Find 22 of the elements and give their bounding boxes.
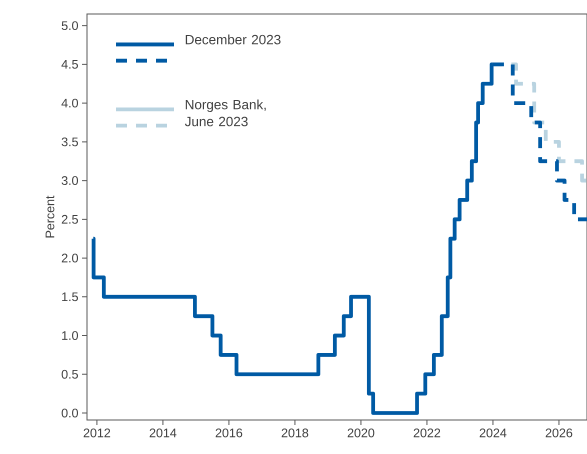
legend-label: December 2023 <box>186 34 281 44</box>
y-tick-label: 3.5 <box>62 137 78 146</box>
legend-label: Norges Bank, June 2023 <box>184 99 266 126</box>
y-tick-label: 0.0 <box>62 408 78 418</box>
y-tick-label: 2.0 <box>62 254 78 262</box>
x-tick-label: 2012 <box>84 428 110 438</box>
y-tick-label: 0.5 <box>62 370 78 379</box>
x-tick-label: 2024 <box>480 428 506 438</box>
y-tick-label: 4.0 <box>61 98 78 108</box>
y-tick-label: 3.0 <box>62 176 78 185</box>
y-tick-label: 5.0 <box>62 21 78 30</box>
x-tick-label: 2026 <box>546 428 572 438</box>
x-tick-label: 2020 <box>348 428 374 438</box>
x-tick-label: 2014 <box>150 428 176 438</box>
x-tick-label: 2022 <box>414 428 440 438</box>
y-tick-label: 1.5 <box>62 292 78 302</box>
y-axis-title: Percent <box>46 196 54 238</box>
x-tick-label: 2016 <box>216 428 242 438</box>
y-tick-label: 2.5 <box>62 214 78 224</box>
x-tick-label: 2018 <box>282 428 308 438</box>
y-tick-label: 4.5 <box>61 60 78 69</box>
y-tick-label: 1.0 <box>62 331 78 340</box>
